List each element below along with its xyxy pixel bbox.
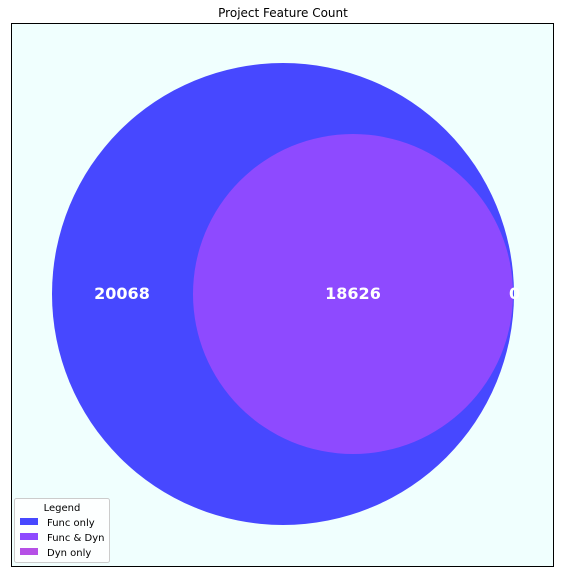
legend-swatch-func-dyn xyxy=(20,533,38,540)
legend-title: Legend xyxy=(44,503,81,514)
legend-box xyxy=(14,498,110,563)
legend-label-func-only: Func only xyxy=(47,518,95,529)
dyn-circle xyxy=(193,134,513,454)
legend: Legend Func only Func & Dyn Dyn only xyxy=(14,498,110,563)
legend-label-dyn-only: Dyn only xyxy=(47,548,91,559)
chart-title: Project Feature Count xyxy=(218,6,348,20)
legend-swatch-dyn-only xyxy=(20,548,38,555)
legend-label-func-dyn: Func & Dyn xyxy=(47,533,105,544)
func-only-label: 20068 xyxy=(94,284,150,303)
dyn-only-label: 0 xyxy=(509,284,520,303)
func-dyn-label: 18626 xyxy=(325,284,381,303)
legend-swatch-func-only xyxy=(20,518,38,525)
